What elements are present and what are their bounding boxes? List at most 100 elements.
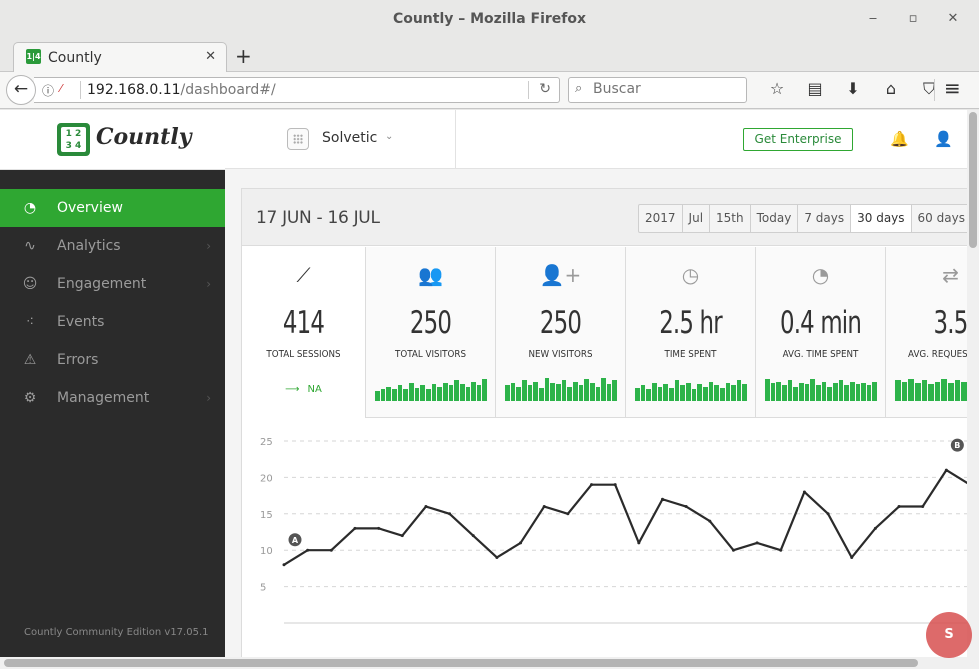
user-icon[interactable]: 👤 [934, 130, 953, 148]
home-icon[interactable]: ⌂ [885, 79, 897, 98]
data-point[interactable] [495, 555, 499, 559]
vertical-scrollbar[interactable] [967, 110, 979, 669]
minimize-button[interactable]: ‒ [868, 11, 878, 26]
data-point[interactable] [400, 534, 404, 538]
url-text[interactable]: 192.168.0.11/dashboard#/ [87, 82, 276, 98]
metric-sparkline [505, 375, 618, 401]
data-point[interactable] [329, 548, 333, 552]
reload-icon[interactable]: ↻ [539, 81, 551, 97]
period-button[interactable]: 60 days [917, 211, 965, 225]
data-point[interactable] [542, 505, 546, 509]
metric-tile[interactable]: ⟋ 414 TOTAL SESSIONS ⟶ NA [242, 247, 366, 418]
insecure-lock-icon[interactable]: ⁄ [60, 82, 62, 95]
data-point[interactable] [779, 548, 783, 552]
search-input[interactable] [593, 81, 741, 97]
data-point[interactable] [353, 526, 357, 530]
pocket-icon[interactable]: ⛉ [922, 79, 935, 98]
metric-icon: 👥 [418, 263, 443, 287]
data-point[interactable] [731, 548, 735, 552]
hamburger-menu-icon[interactable]: ≡ [944, 76, 961, 100]
horizontal-scroll-thumb[interactable] [4, 659, 918, 667]
downloads-icon[interactable]: ⬇ [846, 79, 860, 98]
tab-close-button[interactable]: ✕ [205, 49, 216, 64]
sidebar-item-management[interactable]: ⚙ Management › [0, 379, 225, 417]
period-button[interactable]: Jul [683, 205, 711, 232]
data-point[interactable] [850, 555, 854, 559]
data-point[interactable] [802, 490, 806, 494]
data-point[interactable] [306, 548, 310, 552]
site-info-icon[interactable]: ⓘ [42, 84, 55, 98]
vertical-scroll-thumb[interactable] [969, 112, 977, 248]
data-point[interactable] [826, 512, 830, 516]
data-point[interactable] [921, 505, 925, 509]
browser-tab[interactable]: 1|4 Countly ✕ [13, 42, 227, 73]
metric-tile[interactable]: ◷ 2.5 hr TIME SPENT [626, 247, 756, 418]
reload-divider [528, 81, 529, 99]
back-button[interactable]: ← [6, 75, 36, 105]
spark-bar [861, 382, 866, 401]
url-bar[interactable]: ⓘ ⁄ 192.168.0.11/dashboard#/ ↻ [34, 77, 560, 103]
data-point[interactable] [377, 526, 381, 530]
data-point[interactable] [566, 512, 570, 516]
data-point[interactable] [755, 541, 759, 545]
sidebar-item-engagement[interactable]: ☺ Engagement › [0, 265, 225, 303]
spark-bar [844, 385, 849, 401]
data-point[interactable] [660, 497, 664, 501]
period-button[interactable]: 30 days [851, 205, 912, 232]
period-button[interactable]: Today [751, 205, 799, 232]
metric-tile[interactable]: ◔ 0.4 min AVG. TIME SPENT [756, 247, 886, 418]
spark-bar [787, 380, 793, 401]
data-point[interactable] [613, 483, 617, 487]
reading-list-icon[interactable]: ▤ [807, 79, 823, 98]
search-bar[interactable]: ⌕ [568, 77, 747, 103]
data-point[interactable] [424, 505, 428, 509]
data-point[interactable] [637, 541, 641, 545]
app-selector[interactable]: Solvetic ⌄ [225, 110, 456, 169]
date-range[interactable]: 17 JUN - 16 JUL [256, 208, 380, 228]
sidebar-item-overview[interactable]: ◔ Overview [0, 189, 225, 227]
spark-bar [895, 380, 901, 401]
data-point[interactable] [471, 534, 475, 538]
data-point[interactable] [282, 563, 286, 567]
get-enterprise-button[interactable]: Get Enterprise [743, 128, 853, 151]
sidebar-item-analytics[interactable]: ∿ Analytics › [0, 227, 225, 265]
new-tab-button[interactable]: + [235, 44, 252, 68]
data-point[interactable] [897, 505, 901, 509]
data-point[interactable] [519, 541, 523, 545]
spark-bar [425, 389, 431, 401]
y-tick-label: 25 [260, 437, 273, 448]
close-window-button[interactable]: ✕ [947, 11, 959, 26]
data-point[interactable] [944, 468, 948, 472]
data-point[interactable] [873, 526, 877, 530]
spark-bar [646, 389, 651, 401]
data-point[interactable] [708, 519, 712, 523]
spark-bar [663, 384, 668, 401]
data-point[interactable] [590, 483, 594, 487]
data-point[interactable] [448, 512, 452, 516]
period-button[interactable]: 15th [710, 205, 751, 232]
spark-bar [657, 386, 663, 401]
spark-bar [408, 382, 414, 401]
bell-icon[interactable]: 🔔 [890, 130, 909, 148]
spark-bar [544, 377, 550, 401]
window-titlebar: Countly – Mozilla Firefox ‒ ▫ ✕ [0, 0, 979, 40]
metric-value: 414 [282, 305, 325, 341]
warning-icon: ⚠ [23, 352, 37, 368]
chart-annotation[interactable]: B [950, 438, 964, 452]
sidebar-item-errors[interactable]: ⚠ Errors [0, 341, 225, 379]
trend-arrow-icon: ⟶ [285, 384, 300, 395]
period-button[interactable]: 7 days [798, 205, 852, 232]
metric-tile[interactable]: 👥 250 TOTAL VISITORS [366, 247, 496, 418]
sessions-series-line[interactable] [283, 469, 971, 566]
chart-annotation[interactable]: A [288, 533, 302, 547]
metric-tile[interactable]: ⇄ 3.5 AVG. REQUESTS RE [886, 247, 979, 418]
maximize-button[interactable]: ▫ [908, 11, 918, 26]
sidebar-item-events[interactable]: ⁖ Events [0, 303, 225, 341]
metric-tile[interactable]: 👤+ 250 NEW VISITORS [496, 247, 626, 418]
y-tick-label: 10 [260, 546, 273, 557]
bookmark-star-icon[interactable]: ☆ [769, 79, 785, 98]
data-point[interactable] [684, 505, 688, 509]
period-button[interactable]: 2017 [639, 205, 683, 232]
horizontal-scrollbar[interactable] [0, 657, 967, 669]
